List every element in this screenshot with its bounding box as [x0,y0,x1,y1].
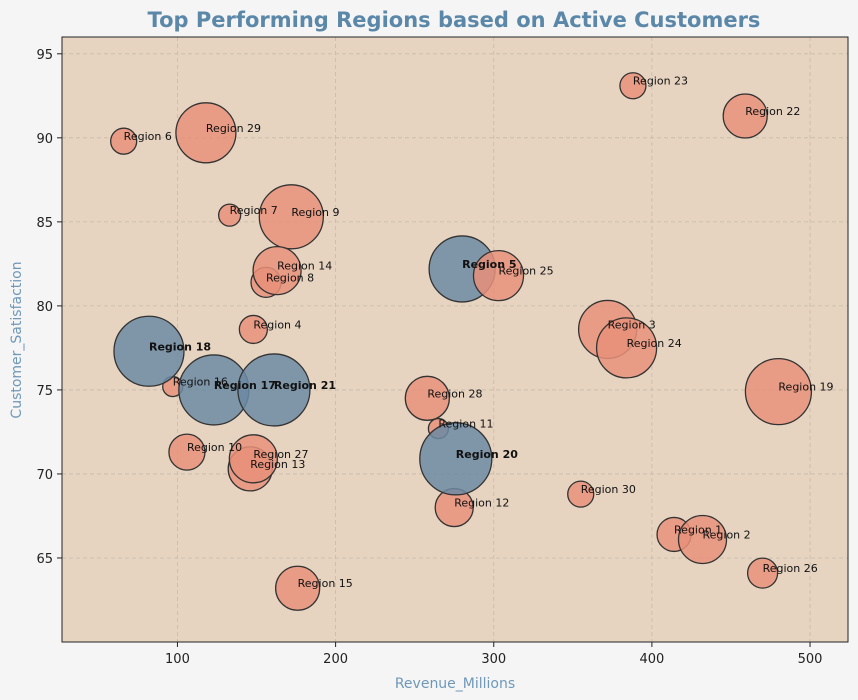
point-label: Region 30 [581,483,636,496]
bubble-point [274,565,321,611]
bubble-point [419,422,493,496]
y-tick-label: 85 [36,216,53,231]
point-label: Region 29 [206,122,261,135]
point-label: Region 18 [149,340,211,353]
y-axis-label: Customer_Satisfaction [9,261,25,418]
bubble-point [175,102,237,164]
y-tick-label: 75 [36,384,53,399]
point-label: Region 2 [703,528,751,541]
bubble-point [110,127,138,155]
point-label: Region 15 [298,577,353,590]
point-label: Region 26 [763,562,818,575]
y-tick-label: 70 [36,468,53,483]
y-tick-label: 65 [36,552,53,567]
grid [62,37,848,642]
point-label: Region 27 [253,448,308,461]
point-label: Region 9 [291,206,339,219]
point-label: Region 28 [427,387,482,400]
bubble-point [744,357,813,426]
bubble-point [228,434,279,484]
point-label: Region 20 [456,448,518,461]
bubble-point [404,375,450,421]
bubble-point [237,353,311,427]
bubble-point [217,203,242,227]
x-tick-label: 100 [165,652,190,667]
bubble-point [567,480,595,508]
point-label: Region 24 [627,337,682,350]
point-label: Region 14 [277,260,332,273]
y-tick-label: 95 [36,48,53,63]
point-label: Region 1 [674,523,722,536]
y-tick-label: 80 [36,300,53,315]
point-label: Region 12 [454,497,509,510]
chart-title: Top Performing Regions based on Active C… [148,8,761,32]
point-label: Region 10 [187,441,242,454]
point-label: Region 19 [778,381,833,394]
axis-ticks: 100 200 300 400 500 65 70 75 80 85 90 95 [36,48,822,667]
point-label: Region 3 [608,318,656,331]
point-label: Region 8 [266,271,314,284]
bubble-point [595,317,658,379]
point-label: Region 4 [253,318,301,331]
point-label: Region 5 [462,258,516,271]
bubble-point [677,514,728,565]
x-tick-label: 200 [323,652,348,667]
bubble-point [168,433,206,471]
bubble-point [619,72,647,100]
bubble-point [252,245,302,296]
point-label: Region 11 [438,418,493,431]
bubble-point [238,314,269,345]
bubbles [110,72,813,611]
point-label: Region 6 [124,130,172,143]
x-tick-label: 300 [481,652,506,667]
bubble-point [258,184,324,250]
point-label: Region 7 [230,204,278,217]
point-label: Region 16 [173,376,228,389]
point-label: Region 22 [745,105,800,118]
bubble-point [746,557,779,589]
bubble-point [113,315,185,387]
x-axis-label: Revenue_Millions [395,676,515,692]
x-tick-label: 500 [798,652,823,667]
bubble-point [722,93,768,139]
bubble-point [472,249,525,302]
plot-frame [61,36,849,643]
point-label: Region 25 [498,265,553,278]
y-tick-label: 90 [36,132,53,147]
x-tick-label: 400 [639,652,664,667]
point-label: Region 17 [214,379,276,392]
point-label: Region 21 [274,379,336,392]
point-label: Region 13 [250,458,305,471]
point-label: Region 23 [633,75,688,88]
